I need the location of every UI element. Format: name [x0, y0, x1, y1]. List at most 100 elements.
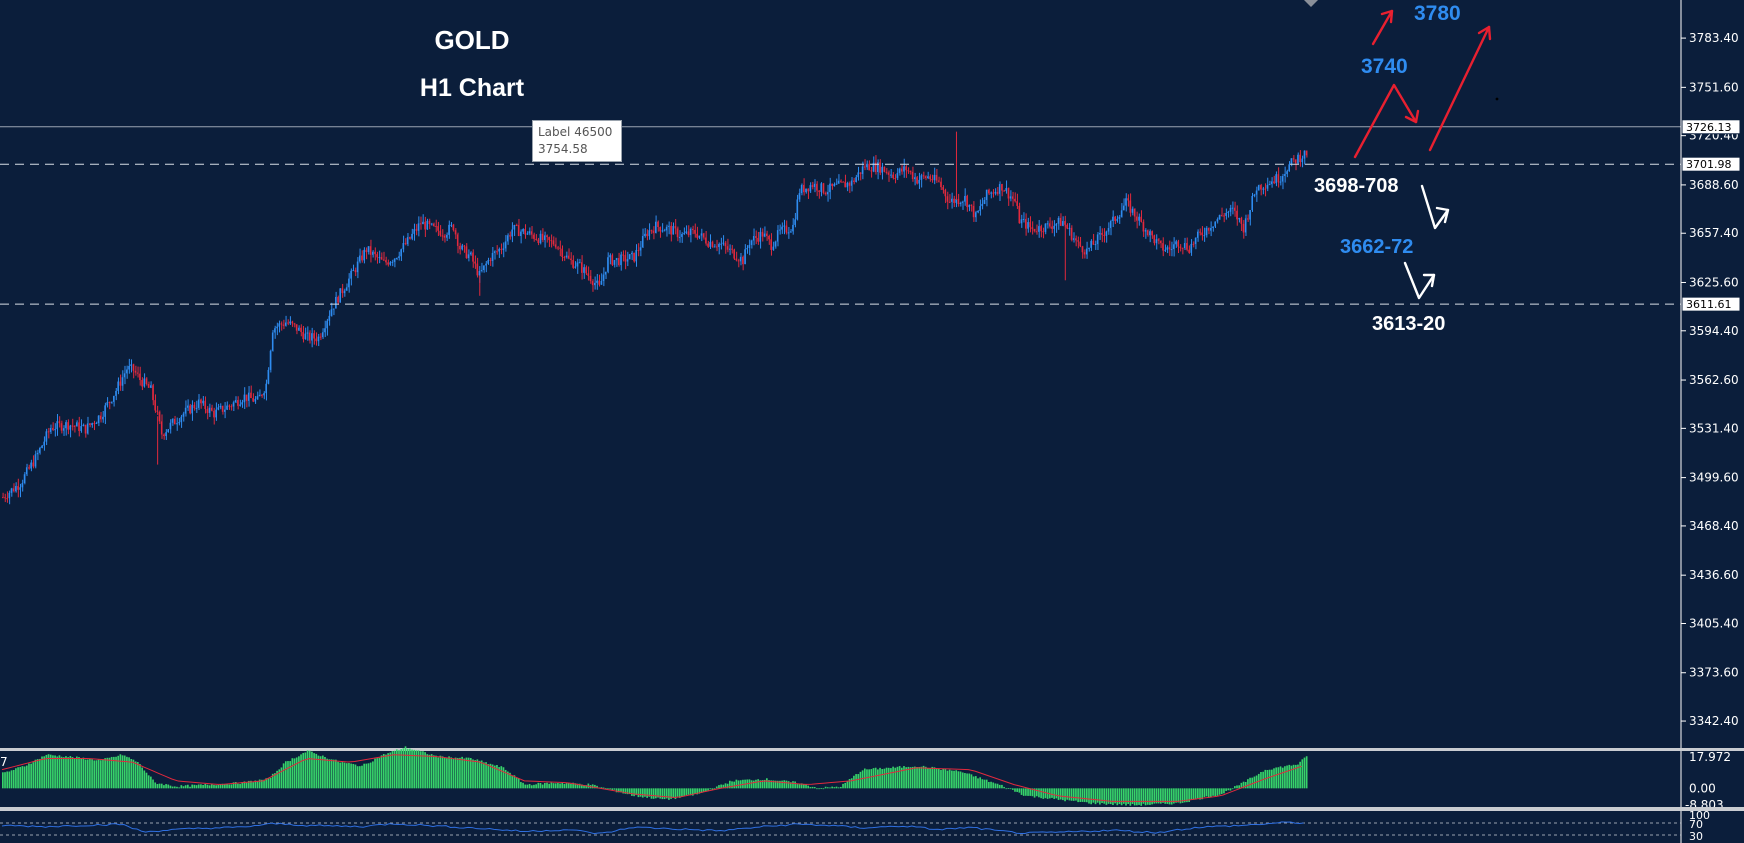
macd-bar: [1133, 788, 1136, 806]
top-marker-triangle: [1304, 0, 1318, 7]
candle-body: [189, 405, 191, 414]
macd-bar: [988, 781, 990, 789]
candle-body: [1210, 227, 1212, 231]
candle-body: [776, 230, 779, 242]
macd-bar: [1173, 788, 1175, 804]
macd-bar: [850, 778, 853, 789]
candle-body: [1144, 230, 1147, 232]
candle-body: [158, 411, 161, 422]
macd-bar: [1242, 781, 1245, 789]
macd-bar: [835, 786, 838, 789]
macd-bar: [1277, 767, 1280, 789]
macd-bar: [977, 778, 979, 789]
candle-body: [1286, 171, 1288, 175]
candle-body: [1007, 188, 1010, 199]
candle-body: [1240, 217, 1243, 224]
chart-title-symbol: GOLD: [434, 25, 509, 55]
scenario-arrows: [1353, 9, 1492, 300]
macd-bar: [735, 779, 738, 789]
macd-bar: [785, 780, 788, 789]
candle-body: [45, 431, 48, 442]
candle-body: [552, 240, 555, 245]
macd-bar: [920, 766, 923, 789]
candle-body: [644, 233, 646, 237]
candle-body: [870, 170, 873, 172]
macd-bar: [1284, 766, 1286, 789]
candle-body: [929, 176, 931, 180]
macd-bar: [1155, 788, 1158, 804]
macd-bar: [1007, 788, 1010, 789]
candle-body: [58, 421, 61, 424]
macd-bar: [361, 765, 363, 789]
macd-bar: [1020, 788, 1023, 795]
macd-bar: [1170, 788, 1173, 805]
candle-body: [916, 177, 918, 184]
macd-bar: [411, 749, 413, 789]
candle-body: [113, 395, 115, 402]
candle-body: [611, 255, 614, 265]
candle-body: [631, 252, 633, 255]
macd-bar: [755, 779, 757, 789]
candle-body: [206, 409, 209, 413]
candle-body: [602, 274, 605, 281]
candle-body: [424, 221, 426, 230]
candle-body: [598, 280, 600, 285]
candle-body: [252, 398, 254, 402]
candle-body: [855, 177, 857, 182]
macd-bar: [1129, 788, 1132, 806]
macd-bar: [726, 783, 729, 789]
macd-bar: [376, 758, 379, 789]
macd-bar: [752, 780, 755, 789]
macd-bar: [45, 754, 48, 789]
macd-bar: [968, 773, 971, 789]
candle-body: [909, 171, 912, 173]
macd-bar: [1031, 788, 1034, 797]
candle-body: [62, 428, 65, 431]
candle-body: [1207, 227, 1210, 231]
candle-body: [1201, 232, 1203, 236]
candle-body: [803, 184, 805, 193]
macd-bar: [1203, 788, 1206, 798]
candle-body: [210, 407, 213, 411]
candle-body: [237, 400, 239, 406]
macd-bar: [798, 784, 801, 789]
macd-bar: [1064, 788, 1066, 802]
macd-bar: [132, 759, 135, 789]
macd-bar: [570, 783, 572, 789]
candle-body: [341, 288, 344, 294]
macd-bar: [1125, 788, 1127, 806]
macd-bar: [1068, 788, 1071, 801]
candle-body: [857, 172, 860, 178]
price-tick-label: 3468.40: [1689, 519, 1739, 533]
candle-body: [1020, 219, 1023, 224]
macd-bar: [1153, 788, 1156, 804]
candle-body: [454, 230, 457, 235]
price-tag-current-text: 3726.13: [1686, 121, 1732, 134]
macd-bar: [1159, 788, 1162, 804]
candle-body: [489, 260, 492, 262]
candle-body: [1003, 190, 1005, 192]
macd-bar: [1022, 788, 1025, 796]
macd-bar: [1218, 788, 1221, 795]
macd-bar: [274, 773, 276, 789]
macd-bar: [354, 764, 357, 789]
macd-bar: [624, 788, 627, 794]
candle-body: [348, 278, 350, 288]
macd-bar: [1038, 788, 1040, 798]
macd-bar: [245, 782, 248, 789]
macd-bar: [378, 757, 381, 789]
candle-body: [430, 223, 433, 225]
macd-bar: [158, 783, 161, 789]
macd-bar: [1112, 788, 1114, 805]
price-tick-label: 3342.40: [1689, 714, 1739, 728]
macd-bar: [435, 755, 437, 789]
candle-body: [1038, 226, 1040, 232]
candle-body: [739, 256, 742, 262]
macd-bar: [1142, 788, 1145, 804]
candle-body: [811, 185, 814, 188]
candle-body: [674, 226, 677, 229]
macd-bar: [291, 758, 294, 789]
candle-body: [1196, 231, 1199, 238]
macd-bar: [409, 748, 411, 789]
macd-bar: [335, 759, 337, 789]
